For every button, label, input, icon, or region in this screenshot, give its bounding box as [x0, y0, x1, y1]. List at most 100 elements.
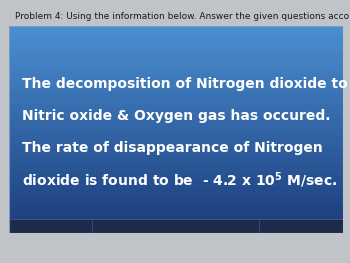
Bar: [9, 64, 343, 66]
Bar: [9, 119, 343, 121]
Bar: [9, 135, 343, 136]
Text: Nitric oxide & Oxygen gas has occured.: Nitric oxide & Oxygen gas has occured.: [22, 109, 331, 123]
Bar: [9, 204, 343, 205]
Bar: [9, 179, 343, 181]
Bar: [9, 231, 343, 233]
Bar: [9, 71, 343, 73]
Bar: [9, 195, 343, 197]
Bar: [9, 50, 343, 52]
Bar: [9, 186, 343, 188]
Bar: [9, 219, 343, 233]
Bar: [9, 143, 343, 145]
Bar: [9, 45, 343, 47]
Bar: [9, 62, 343, 64]
Bar: [9, 166, 343, 167]
Bar: [9, 121, 343, 123]
Bar: [9, 226, 343, 227]
Bar: [9, 49, 343, 50]
Bar: [9, 145, 343, 147]
Bar: [9, 109, 343, 111]
Bar: [9, 126, 343, 128]
Bar: [9, 148, 343, 150]
Bar: [9, 157, 343, 159]
Bar: [9, 99, 343, 100]
Bar: [9, 164, 343, 166]
Bar: [9, 214, 343, 216]
Bar: [9, 105, 343, 107]
Bar: [9, 129, 343, 131]
Bar: [9, 219, 343, 221]
Bar: [9, 116, 343, 118]
Bar: [9, 140, 343, 141]
Bar: [9, 138, 343, 140]
Bar: [9, 61, 343, 62]
Bar: [9, 57, 343, 59]
Bar: [9, 183, 343, 185]
Bar: [9, 87, 343, 88]
Bar: [9, 92, 343, 93]
Bar: [9, 171, 343, 173]
Bar: [9, 207, 343, 209]
Bar: [9, 212, 343, 214]
Bar: [9, 128, 343, 130]
Bar: [9, 147, 343, 148]
Bar: [9, 90, 343, 92]
Bar: [9, 40, 343, 42]
Bar: [9, 107, 343, 109]
Bar: [9, 222, 343, 224]
Bar: [9, 74, 343, 76]
Bar: [9, 173, 343, 174]
Bar: [9, 95, 343, 97]
Bar: [9, 88, 343, 90]
Bar: [9, 133, 343, 135]
Text: The rate of disappearance of Nitrogen: The rate of disappearance of Nitrogen: [22, 141, 323, 155]
Bar: [9, 154, 343, 155]
Bar: [9, 104, 343, 105]
Bar: [9, 190, 343, 191]
Bar: [9, 112, 343, 114]
Bar: [9, 43, 343, 45]
Bar: [9, 52, 343, 54]
Bar: [9, 66, 343, 68]
Bar: [9, 28, 343, 30]
Bar: [9, 181, 343, 183]
Bar: [9, 83, 343, 85]
Bar: [9, 100, 343, 102]
Bar: [9, 97, 343, 99]
Text: The decomposition of Nitrogen dioxide to: The decomposition of Nitrogen dioxide to: [22, 77, 348, 91]
Bar: [9, 118, 343, 119]
Bar: [9, 155, 343, 157]
Bar: [9, 221, 343, 222]
Bar: [9, 30, 343, 32]
Bar: [9, 69, 343, 71]
Bar: [9, 210, 343, 212]
Bar: [9, 141, 343, 143]
Bar: [9, 33, 343, 35]
Bar: [9, 191, 343, 193]
Bar: [9, 217, 343, 219]
Bar: [9, 185, 343, 186]
Bar: [9, 26, 343, 28]
Bar: [9, 68, 343, 69]
Bar: [9, 76, 343, 78]
Bar: [9, 73, 343, 74]
Bar: [9, 209, 343, 210]
Bar: [9, 102, 343, 104]
Bar: [9, 152, 343, 154]
Bar: [9, 47, 343, 49]
Bar: [9, 78, 343, 80]
Bar: [9, 162, 343, 164]
Bar: [9, 174, 343, 176]
Bar: [9, 205, 343, 207]
Bar: [9, 224, 343, 226]
Bar: [9, 197, 343, 198]
Bar: [9, 81, 343, 83]
Bar: [9, 193, 343, 195]
Bar: [9, 169, 343, 171]
Bar: [9, 227, 343, 229]
Bar: [9, 42, 343, 43]
Bar: [9, 131, 343, 133]
Bar: [9, 124, 343, 126]
Bar: [9, 111, 343, 112]
Bar: [9, 167, 343, 169]
